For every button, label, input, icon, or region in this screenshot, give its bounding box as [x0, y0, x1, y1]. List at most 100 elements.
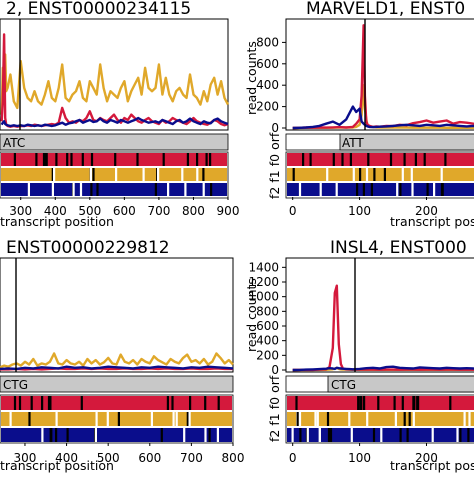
y-tick-label: 200	[256, 100, 279, 114]
start-codon-label: ATC	[3, 136, 25, 150]
stop-codon-tick	[401, 396, 404, 410]
panel-top-right: MARVELD1, ENST0 read counts 0 200 400 600 80…	[244, 0, 474, 229]
track-stop-codon-ticks	[9, 396, 220, 442]
y-tick-label: 400	[256, 78, 279, 92]
stop-codon-tick	[408, 412, 411, 426]
stop-codon-tick	[51, 168, 54, 181]
stop-codon-tick	[406, 428, 409, 442]
x-tick-label: 600	[138, 451, 161, 465]
series-line-frame1	[0, 53, 230, 115]
stop-codon-tick	[28, 412, 31, 426]
read-count-lines	[292, 284, 474, 372]
frame-label-orf: orf	[267, 132, 282, 150]
x-axis-ticks: 300 400 500 600 700 800	[14, 443, 245, 465]
stop-codon-tick	[389, 153, 393, 166]
orf-frame-labels: f2 f1 f0 orf	[267, 132, 282, 199]
panel-top-left: 2, ENST00000234115 ATC 300 400 500 600 700 80…	[0, 0, 239, 229]
frame-label-orf: orf	[267, 375, 282, 393]
stop-codon-tick	[396, 183, 399, 196]
x-axis-ticks: 0 100 200	[289, 443, 438, 465]
stop-codon-tick	[463, 412, 466, 426]
stop-codon-tick	[341, 153, 344, 166]
x-tick-label: 400	[44, 204, 67, 218]
track-stop-codon-ticks	[291, 396, 471, 442]
x-axis-label: transcript position	[0, 458, 114, 473]
track-stop-codon-ticks	[13, 153, 213, 196]
x-tick-label: 200	[415, 451, 438, 465]
frame1-track	[1, 412, 232, 426]
series-line-frame2	[0, 116, 229, 128]
stop-codon-tick	[298, 412, 302, 426]
stop-codon-tick	[449, 396, 452, 410]
stop-codon-tick	[154, 183, 157, 196]
x-tick-label: 800	[222, 451, 245, 465]
stop-codon-tick	[183, 428, 186, 442]
stop-codon-tick	[92, 168, 95, 181]
stop-codon-tick	[431, 428, 434, 442]
orf-codon-bar	[339, 133, 474, 151]
x-tick-label: 100	[348, 204, 371, 218]
x-axis-ticks: 0 100 200	[289, 197, 438, 218]
stop-codon-tick	[175, 412, 178, 426]
stop-codon-tick	[316, 412, 319, 426]
stop-codon-tick	[383, 168, 386, 181]
frame0-track	[287, 396, 474, 410]
y-tick-label: 600	[256, 57, 279, 71]
stop-codon-tick	[366, 412, 369, 426]
stop-codon-tick	[456, 428, 459, 442]
stop-codon-tick	[292, 168, 295, 181]
x-tick-label: 900	[217, 204, 240, 218]
stop-codon-tick	[94, 428, 97, 442]
stop-codon-tick	[412, 412, 415, 426]
stop-codon-tick	[441, 183, 444, 196]
stop-codon-tick	[426, 183, 429, 196]
stop-codon-tick	[184, 183, 187, 196]
read-count-lines	[0, 352, 234, 371]
stop-codon-tick	[204, 428, 207, 442]
stop-codon-tick	[49, 428, 52, 442]
stop-codon-tick	[204, 396, 207, 410]
stop-codon-tick	[13, 153, 16, 166]
stop-codon-tick	[41, 428, 44, 442]
stop-codon-tick	[335, 183, 338, 196]
stop-codon-tick	[81, 153, 84, 166]
stop-codon-tick	[433, 183, 436, 196]
panel-title: MARVELD1, ENST0	[306, 0, 465, 19]
stop-codon-tick	[115, 168, 118, 181]
stop-codon-tick	[106, 412, 109, 426]
plot-area-frame	[0, 18, 229, 131]
stop-codon-tick	[27, 183, 30, 196]
x-tick-label: 400	[55, 451, 78, 465]
stop-codon-tick	[413, 396, 416, 410]
stop-codon-tick	[166, 396, 169, 410]
series-line-frame2	[292, 365, 474, 372]
y-tick-label: 1000	[248, 290, 279, 304]
x-tick-label: 800	[182, 204, 205, 218]
stop-codon-tick	[363, 396, 366, 410]
x-tick-label: 600	[113, 204, 136, 218]
frame1-track	[1, 168, 227, 181]
stop-codon-tick	[79, 183, 83, 196]
stop-codon-tick	[210, 183, 213, 196]
stop-codon-tick	[373, 168, 376, 181]
stop-codon-tick	[349, 153, 352, 166]
stop-codon-tick	[172, 412, 175, 426]
stop-codon-tick	[117, 412, 120, 426]
stop-codon-tick	[296, 412, 299, 426]
y-tick-label: 200	[256, 348, 279, 362]
stop-codon-tick	[291, 428, 294, 442]
stop-codon-tick	[359, 168, 362, 181]
stop-codon-tick	[70, 153, 73, 166]
stop-codon-tick	[202, 168, 205, 181]
stop-codon-tick	[95, 412, 98, 426]
frame-label-f2: f2	[267, 187, 282, 199]
stop-codon-tick	[167, 183, 170, 196]
frame-label-f1: f1	[267, 170, 282, 182]
stop-codon-tick	[468, 412, 471, 426]
y-tick-label: 400	[256, 334, 279, 348]
stop-codon-tick	[157, 168, 160, 181]
stop-codon-tick	[186, 153, 189, 166]
stop-codon-tick	[380, 428, 383, 442]
x-axis-label: transcript position	[390, 214, 474, 229]
